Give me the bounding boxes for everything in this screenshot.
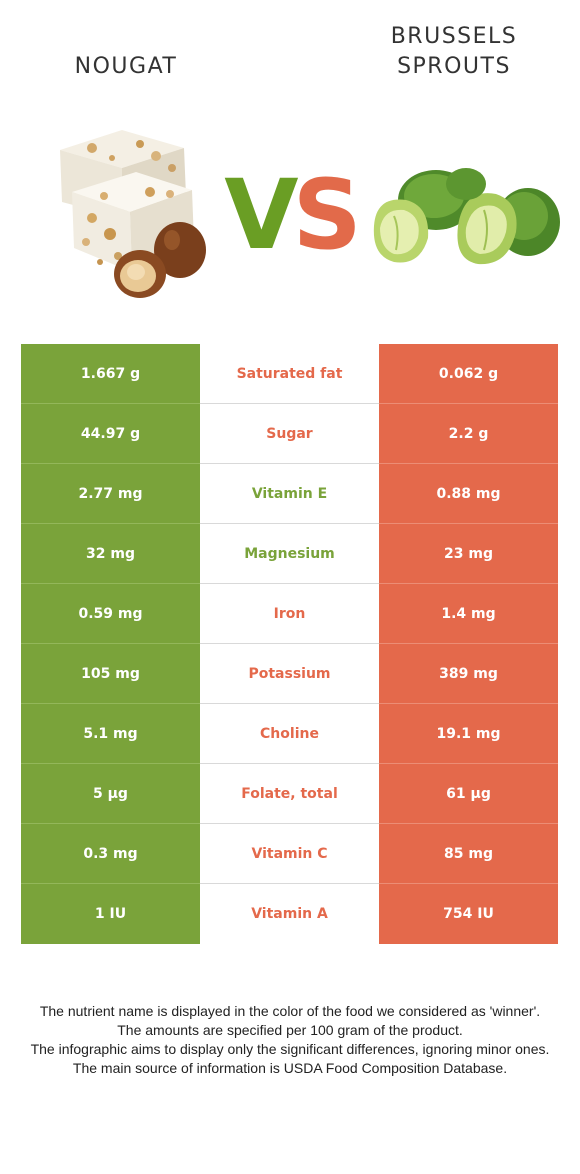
nutrient-name: Magnesium bbox=[200, 524, 379, 584]
right-food-value: 389 mg bbox=[379, 644, 558, 704]
table-row: 5 µg Folate, total 61 µg bbox=[21, 764, 558, 824]
nutrient-name: Folate, total bbox=[200, 764, 379, 824]
left-food-value: 32 mg bbox=[21, 524, 200, 584]
nutrient-name: Vitamin C bbox=[200, 824, 379, 884]
left-food-value: 2.77 mg bbox=[21, 464, 200, 524]
table-row: 32 mg Magnesium 23 mg bbox=[21, 524, 558, 584]
nutrient-name: Saturated fat bbox=[200, 344, 379, 404]
comparison-table: 1.667 g Saturated fat 0.062 g 44.97 g Sugar 2… bbox=[21, 344, 558, 944]
right-food-title: BRUSSELS SPROUTS bbox=[352, 22, 556, 82]
right-food-value: 23 mg bbox=[379, 524, 558, 584]
nutrient-name: Choline bbox=[200, 704, 379, 764]
table-row: 44.97 g Sugar 2.2 g bbox=[21, 404, 558, 464]
left-food-title: NOUGAT bbox=[74, 54, 178, 79]
table-row: 0.59 mg Iron 1.4 mg bbox=[21, 584, 558, 644]
footer-line-4: The main source of information is USDA F… bbox=[72, 1060, 508, 1076]
right-food-value: 19.1 mg bbox=[379, 704, 558, 764]
right-food-value: 1.4 mg bbox=[379, 584, 558, 644]
nutrient-name: Iron bbox=[200, 584, 379, 644]
table-row: 1 IU Vitamin A 754 IU bbox=[21, 884, 558, 944]
nutrient-name: Potassium bbox=[200, 644, 379, 704]
vs-s: S bbox=[292, 159, 362, 271]
left-food-value: 0.59 mg bbox=[21, 584, 200, 644]
right-food-title-line2: SPROUTS bbox=[397, 54, 511, 79]
footer-line-2: The amounts are specified per 100 gram o… bbox=[117, 1022, 463, 1038]
left-food-value: 105 mg bbox=[21, 644, 200, 704]
footer-notes: The nutrient name is displayed in the co… bbox=[20, 1002, 560, 1078]
table-row: 1.667 g Saturated fat 0.062 g bbox=[21, 344, 558, 404]
right-food-value: 2.2 g bbox=[379, 404, 558, 464]
left-food-value: 0.3 mg bbox=[21, 824, 200, 884]
nougat-image bbox=[60, 130, 206, 298]
nutrient-name: Vitamin A bbox=[200, 884, 379, 944]
right-food-title-line1: BRUSSELS bbox=[390, 24, 518, 49]
vs-label: VS bbox=[0, 167, 580, 263]
vs-v: V bbox=[224, 159, 298, 271]
table-row: 2.77 mg Vitamin E 0.88 mg bbox=[21, 464, 558, 524]
left-food-value: 1 IU bbox=[21, 884, 200, 944]
nutrient-name: Vitamin E bbox=[200, 464, 379, 524]
footer-line-1: The nutrient name is displayed in the co… bbox=[39, 1003, 541, 1019]
left-food-value: 5.1 mg bbox=[21, 704, 200, 764]
nutrient-name: Sugar bbox=[200, 404, 379, 464]
footer-line-3: The infographic aims to display only the… bbox=[30, 1041, 550, 1057]
table-row: 0.3 mg Vitamin C 85 mg bbox=[21, 824, 558, 884]
left-food-value: 1.667 g bbox=[21, 344, 200, 404]
right-food-value: 0.88 mg bbox=[379, 464, 558, 524]
table-row: 105 mg Potassium 389 mg bbox=[21, 644, 558, 704]
right-food-value: 0.062 g bbox=[379, 344, 558, 404]
left-food-value: 5 µg bbox=[21, 764, 200, 824]
right-food-value: 61 µg bbox=[379, 764, 558, 824]
right-food-value: 754 IU bbox=[379, 884, 558, 944]
table-row: 5.1 mg Choline 19.1 mg bbox=[21, 704, 558, 764]
right-food-value: 85 mg bbox=[379, 824, 558, 884]
brussels-sprouts-image bbox=[373, 168, 560, 265]
left-food-value: 44.97 g bbox=[21, 404, 200, 464]
